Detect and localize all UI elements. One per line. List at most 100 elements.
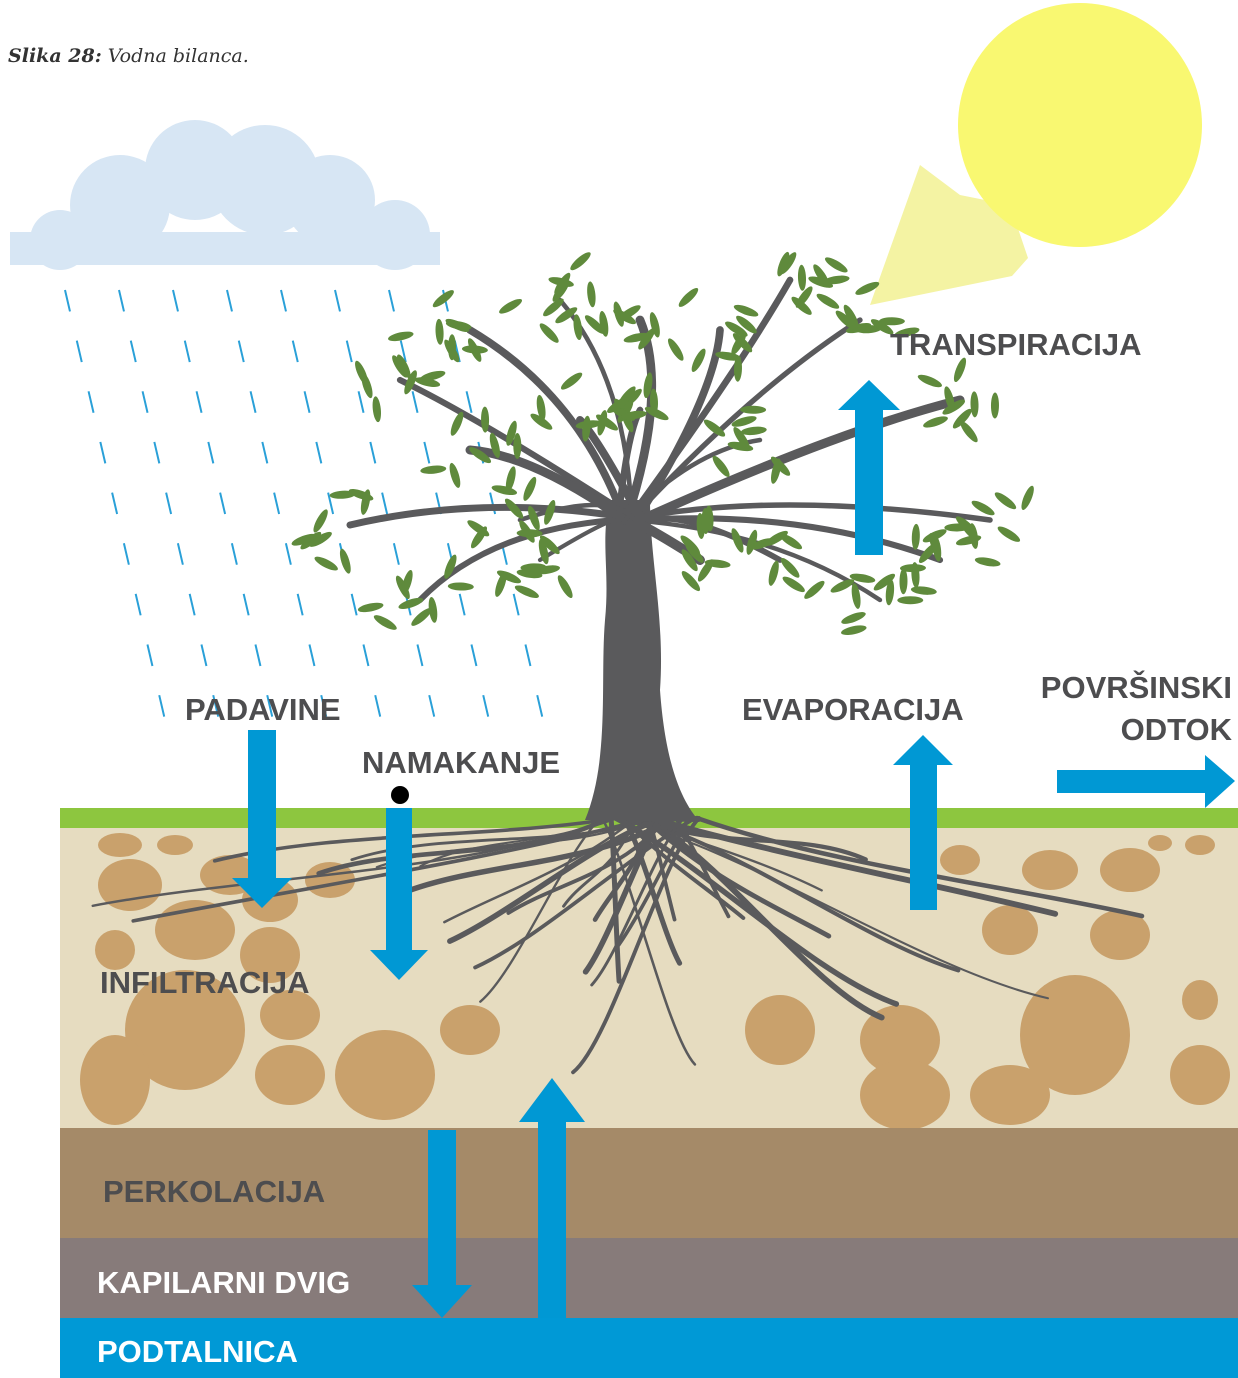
caption-text: Vodna bilanca. [108,45,249,67]
label-precipitation: PADAVINE [185,692,341,727]
leaf [911,523,920,550]
branch [621,502,993,523]
leaf [432,290,454,308]
leaf [570,252,591,271]
leaf [554,272,571,295]
leaf [841,625,867,635]
label-transpiration: TRANSPIRACIJA [890,327,1141,362]
leaf [309,531,332,547]
root [419,816,610,868]
caption: Slika 28: Vodna bilanca. [8,45,249,67]
leaf [489,432,500,459]
leaf [467,520,490,537]
root [592,815,656,922]
leaf [969,523,979,549]
stone [95,930,135,970]
stone [440,1005,500,1055]
leaf [520,563,547,572]
leaf [953,357,967,383]
leaf [725,321,748,337]
root [646,815,1059,917]
rain-streak [226,289,328,721]
stone [255,1045,325,1105]
leaf [530,413,553,430]
leaf [420,465,447,474]
label-capillary: KAPILARNI DVIG [97,1265,350,1300]
leaf [539,323,559,343]
leaf [444,554,457,579]
stone [260,990,320,1040]
groundwater-layer [60,1318,1238,1378]
leaf [291,533,317,546]
leaf [749,538,775,550]
root [590,816,686,987]
root [611,816,1049,1000]
stone [860,1005,940,1075]
leaf [771,458,781,484]
leaf [469,447,492,464]
stone [1090,910,1150,960]
label-evaporation: EVAPORACIJA [742,692,964,727]
root [642,815,868,862]
leaf [701,507,710,534]
leaf [435,318,444,345]
leaf [922,529,947,543]
root [479,816,602,1003]
leaf [543,298,564,317]
leaf [499,298,523,314]
leaf [388,331,414,342]
leaf [960,421,978,443]
branch [635,395,965,525]
leaf [944,386,955,412]
leaf [481,406,490,433]
leaf [897,596,924,605]
leaf [622,388,642,408]
leaf [398,597,424,609]
leaf [516,529,543,538]
branch [417,517,619,603]
leaf [643,372,653,399]
leaf [712,455,730,477]
branch [466,326,628,524]
leaf [899,568,908,595]
leaf [731,416,757,427]
leaves [291,251,1034,635]
leaf [715,351,741,361]
leaf [813,264,830,287]
arrow-evaporation [893,735,953,910]
leaf [780,557,800,578]
leaf [404,370,417,395]
leaf [841,612,866,624]
leaf [396,354,411,379]
leaf [782,576,805,593]
leaf [372,396,382,423]
leaf [704,559,731,568]
arrow-precipitation [232,730,292,908]
tree [346,276,993,822]
leaf [495,572,507,597]
rain-streak [172,289,274,721]
stone [125,970,245,1090]
leaf [649,312,660,338]
arrows [232,380,1235,1318]
leaf [339,548,351,574]
sun [958,3,1202,247]
leaf [560,372,583,390]
label-groundwater: PODTALNICA [97,1334,298,1369]
leaf [777,251,790,277]
stone [970,1065,1050,1125]
leaf [824,257,848,273]
stone [335,1030,435,1120]
stone [305,862,355,898]
arrow-transpiration [838,380,900,555]
capillary-layer [60,1238,1238,1318]
leaf [746,529,758,555]
leaf [974,557,1001,567]
leaf [536,394,546,421]
leaf [970,391,979,418]
leaf [835,310,856,330]
stone [155,900,235,960]
leaf [843,304,859,328]
leaf [732,333,753,353]
root [447,815,667,944]
